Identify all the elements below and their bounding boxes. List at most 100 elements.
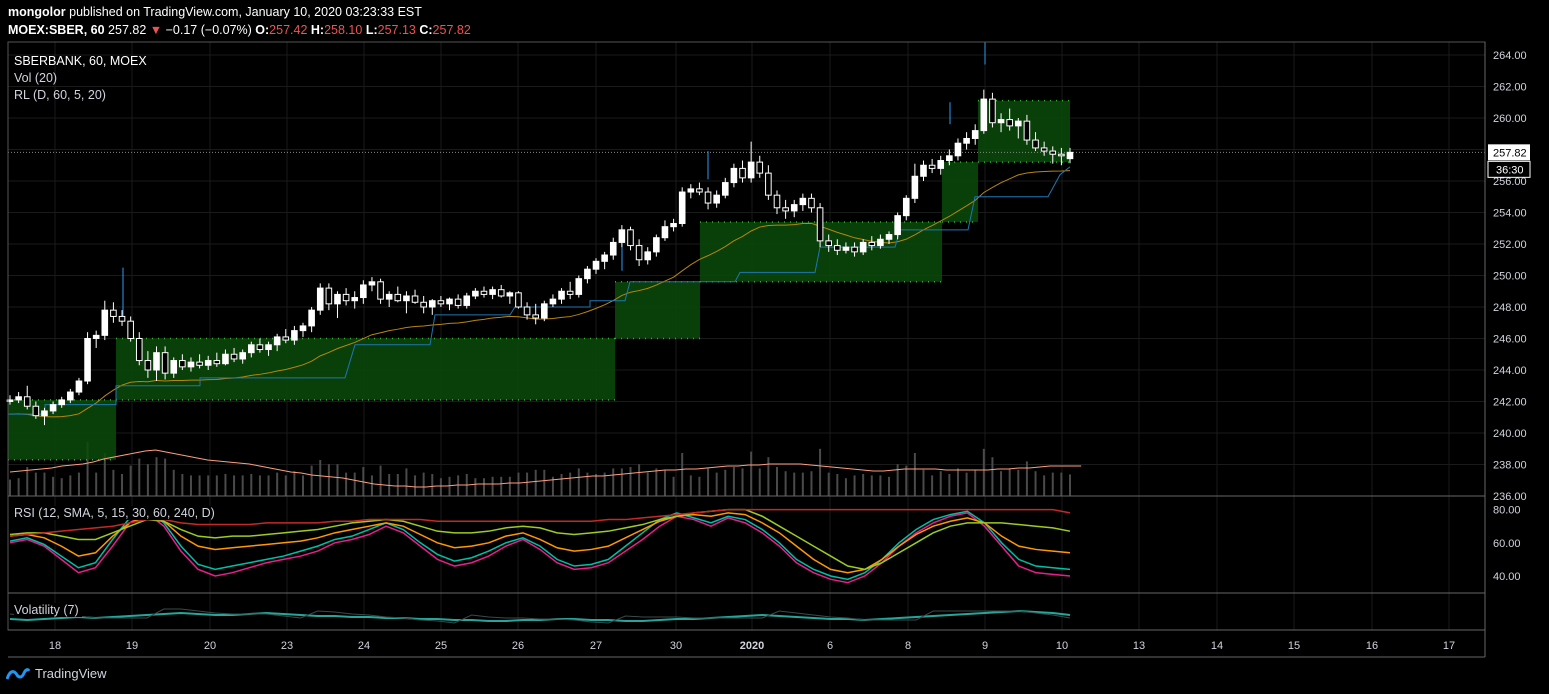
volume-bar	[655, 468, 658, 496]
candle-body	[894, 215, 901, 236]
volume-bar	[965, 472, 968, 496]
volume-bar	[77, 472, 80, 496]
volume-bar	[319, 460, 322, 496]
candle-body	[41, 410, 48, 417]
candle-body	[351, 297, 359, 302]
volatility-raw-line	[9, 608, 1071, 624]
candle-body	[592, 260, 600, 270]
rsi-tick-label: 80.00	[1493, 505, 1521, 517]
volume-bar	[405, 468, 408, 496]
publish-info: published on TradingView.com, January 10…	[69, 5, 422, 19]
footer-brand[interactable]: TradingView	[6, 666, 107, 681]
volume-bar	[672, 476, 675, 496]
candle-body	[618, 229, 626, 243]
candle-body	[825, 240, 833, 247]
volume-bar	[586, 472, 589, 496]
candle-body	[730, 167, 738, 184]
time-tick-label: 18	[49, 640, 61, 652]
rsi-line-5	[9, 508, 1071, 537]
volume-bar	[1008, 468, 1011, 496]
candle-body	[1014, 120, 1022, 127]
candle-body	[980, 98, 988, 132]
candle-body	[377, 281, 384, 300]
volume-bar	[638, 464, 641, 496]
candle-body	[541, 303, 548, 319]
volume-bar	[439, 478, 442, 496]
volume-bar	[784, 471, 787, 496]
volume-bar	[327, 464, 330, 496]
candle-body	[213, 360, 221, 365]
volume-bar	[793, 472, 796, 496]
candle-body	[997, 119, 1005, 124]
candle-body	[877, 238, 884, 247]
volume-bar	[138, 458, 141, 496]
volume-bar	[241, 475, 244, 496]
candle-body	[1066, 151, 1074, 160]
legend-title[interactable]: SBERBANK, 60, MOEX	[14, 54, 147, 68]
volume-bar	[577, 468, 580, 496]
candle-body	[687, 188, 695, 193]
volatility-line	[9, 609, 1071, 622]
candle-body	[911, 175, 919, 199]
close-label: C:	[419, 23, 433, 37]
time-tick-label: 8	[905, 640, 911, 652]
close-value: 257.82	[432, 23, 471, 37]
candle-body	[868, 241, 876, 247]
candle-body	[179, 360, 186, 368]
candle-body	[84, 338, 91, 382]
volume-bar	[982, 448, 985, 496]
volume-bar	[267, 475, 270, 496]
volume-bar	[121, 474, 124, 496]
candle-body	[342, 293, 350, 302]
price-tick-label: 244.00	[1493, 365, 1527, 377]
volume-bar	[310, 465, 313, 496]
candle-body	[437, 300, 445, 305]
candle-body	[489, 289, 496, 295]
volume-bar	[844, 478, 847, 496]
price-tick-label: 260.00	[1493, 113, 1527, 125]
volatility-pane-label[interactable]: Volatility (7)	[14, 603, 82, 617]
candle-body	[1006, 119, 1013, 127]
candle-body	[765, 172, 772, 196]
axes: 264.00262.00260.00258.00256.00254.00252.…	[49, 50, 1531, 652]
candle-body	[273, 336, 281, 346]
volume-bar	[276, 472, 279, 496]
legend-rl[interactable]: RL (D, 60, 5, 20)	[14, 88, 106, 102]
candle-body	[101, 309, 109, 336]
candle-body	[316, 287, 324, 311]
range-bands	[8, 99, 1070, 461]
candle-body	[609, 241, 617, 256]
rsi-tick-label: 40.00	[1493, 571, 1521, 583]
candle-body	[523, 306, 531, 316]
candle-body	[816, 207, 824, 242]
time-tick-label: 30	[670, 640, 682, 652]
price-tick-label: 242.00	[1493, 397, 1527, 409]
candle-body	[747, 161, 755, 179]
candle-body	[627, 229, 634, 247]
price-tick-label: 240.00	[1493, 428, 1527, 440]
volume-bar	[879, 475, 882, 496]
candle-body	[385, 293, 393, 300]
candle-body	[584, 268, 591, 280]
volume-bar	[1060, 472, 1063, 496]
chart-legend: SBERBANK, 60, MOEX Vol (20) RL (D, 60, 5…	[14, 53, 147, 104]
volume-bar	[155, 457, 158, 496]
legend-vol[interactable]: Vol (20)	[14, 71, 58, 85]
candle-body	[454, 298, 462, 306]
rsi-pane-label[interactable]: RSI (12, SMA, 5, 15, 30, 60, 240, D)	[14, 506, 218, 520]
time-tick-label: 14	[1211, 640, 1223, 652]
candle-body	[403, 295, 410, 302]
volume-bar	[681, 453, 684, 496]
candle-body	[799, 197, 807, 206]
candle-body	[196, 361, 203, 366]
volume-bar	[233, 475, 236, 496]
candle-body	[118, 315, 126, 322]
author-name[interactable]: mongolor	[8, 5, 66, 19]
volume-bar	[69, 475, 72, 496]
symbol-name: MOEX:SBER, 60	[8, 23, 105, 37]
down-triangle-icon: ▼	[149, 23, 163, 37]
publish-line: mongolor published on TradingView.com, J…	[8, 3, 471, 21]
candle-body	[368, 281, 376, 286]
time-tick-label: 23	[281, 640, 293, 652]
